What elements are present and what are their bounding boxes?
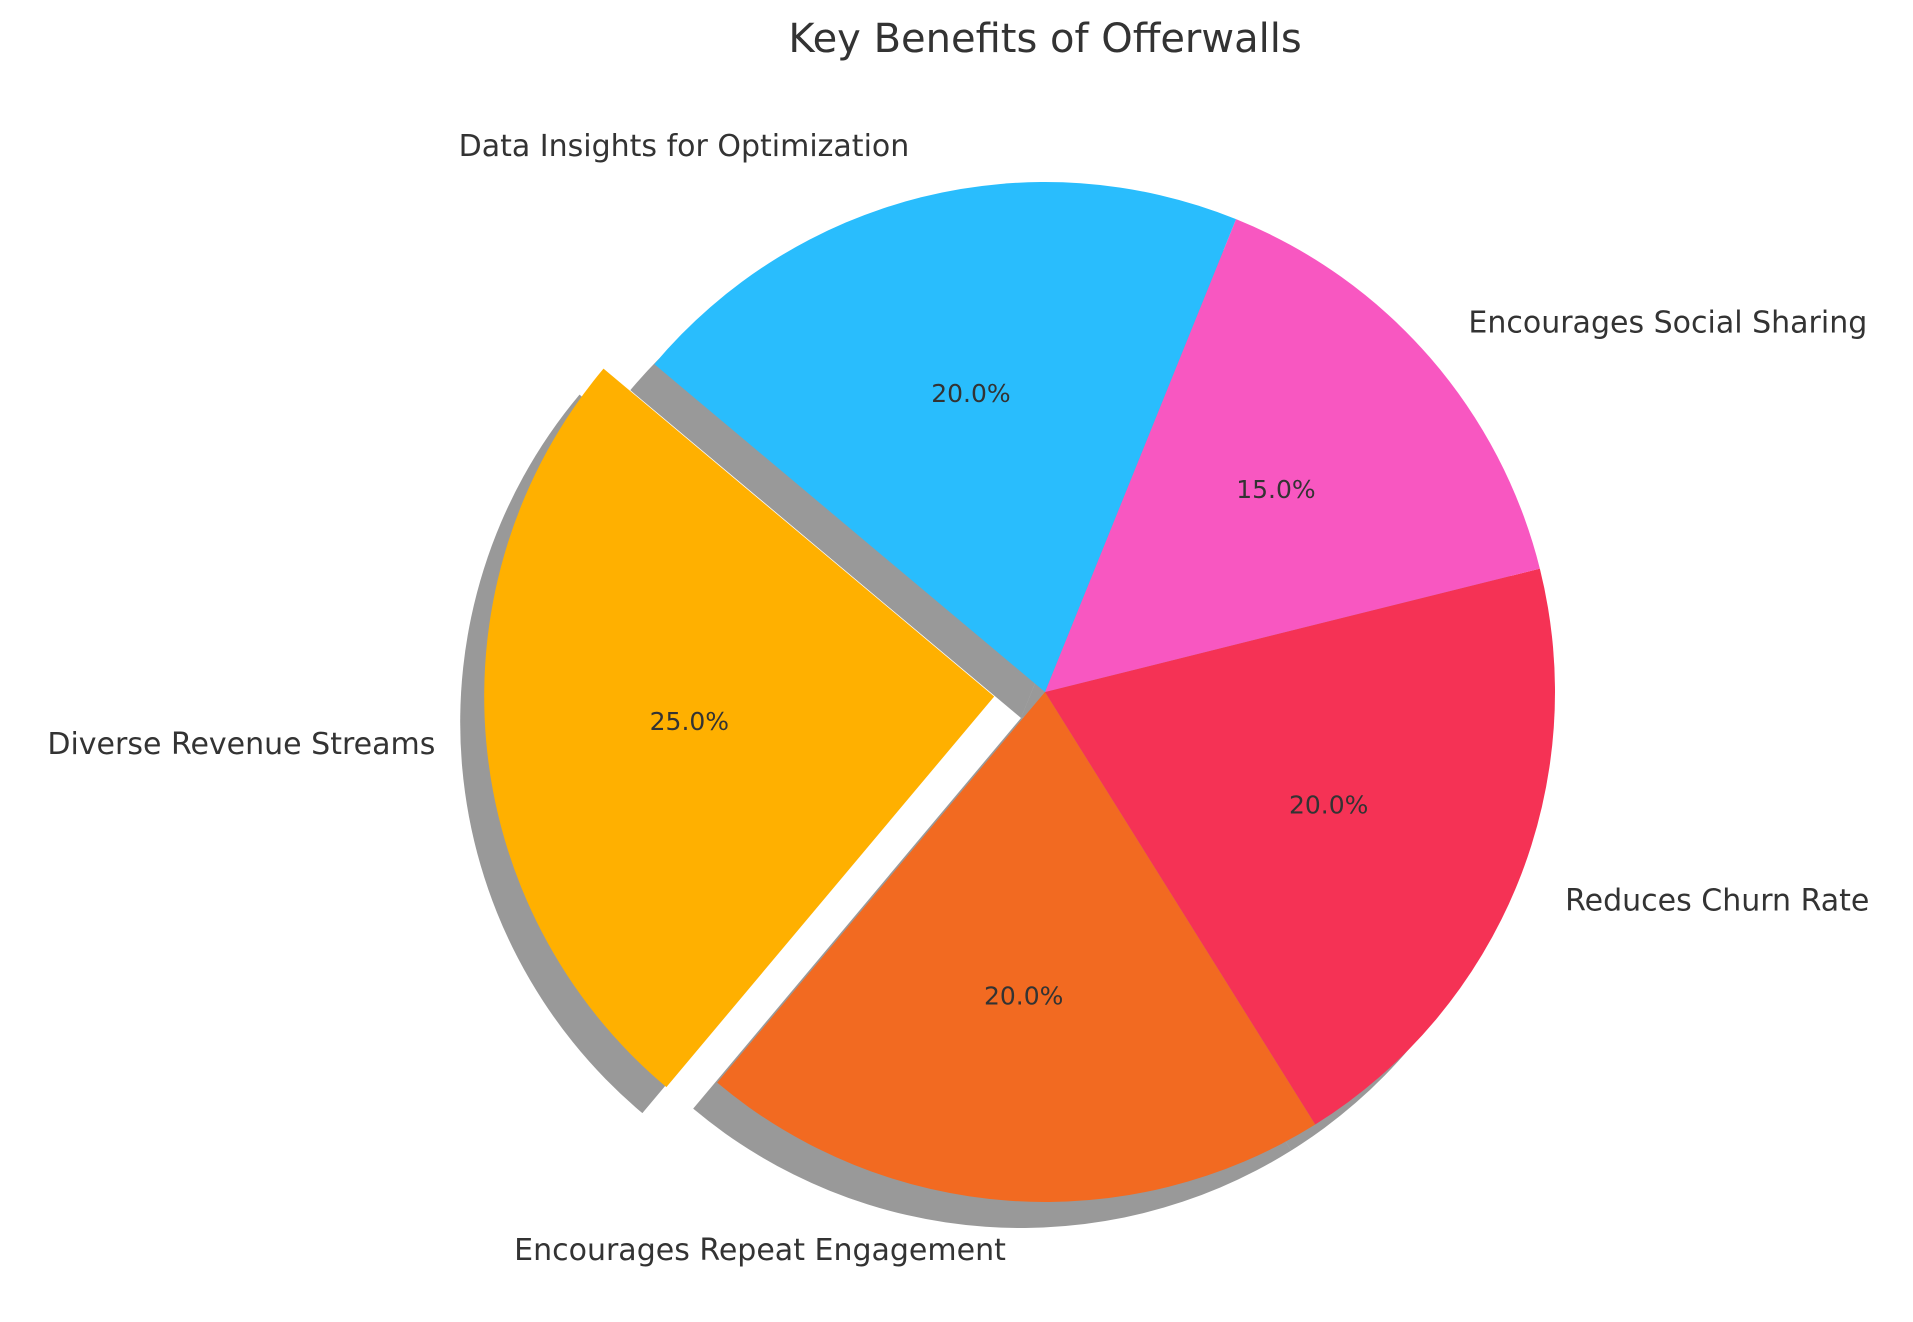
label-data-insights-for-optimization: Data Insights for Optimization (459, 129, 910, 164)
percent-label-reduces-churn-rate: 20.0% (1289, 791, 1368, 820)
percent-label-encourages-social-sharing: 15.0% (1236, 475, 1315, 504)
slice-diverse-revenue-streams (484, 368, 995, 1088)
chart-title: Key Benefits of Offerwalls (788, 16, 1301, 62)
slice-reduces-churn-rate (1045, 568, 1555, 1125)
label-diverse-revenue-streams: Diverse Revenue Streams (47, 727, 435, 762)
label-reduces-churn-rate: Reduces Churn Rate (1565, 884, 1869, 919)
label-encourages-repeat-engagement: Encourages Repeat Engagement (514, 1233, 1006, 1268)
percent-label-diverse-revenue-streams: 25.0% (650, 707, 729, 736)
pie-slices (484, 181, 1555, 1202)
slice-data-insights-for-optimization (654, 181, 1237, 692)
slice-encourages-repeat-engagement (717, 692, 1316, 1202)
percent-label-encourages-repeat-engagement: 20.0% (984, 981, 1063, 1010)
percent-label-data-insights-for-optimization: 20.0% (931, 379, 1010, 408)
slice-labels: Diverse Revenue Streams 25.0% Encourages R… (47, 129, 1869, 1268)
label-encourages-social-sharing: Encourages Social Sharing (1468, 305, 1867, 340)
slice-encourages-social-sharing (1045, 219, 1540, 692)
